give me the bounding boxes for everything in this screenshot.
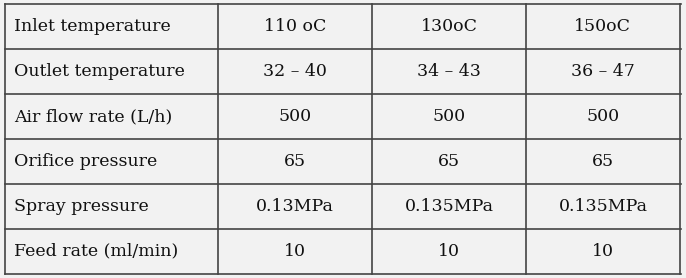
Bar	[526, 229, 680, 274]
Text: Feed rate (ml/min): Feed rate (ml/min)	[14, 243, 178, 260]
Bar	[372, 4, 526, 49]
Bar	[526, 184, 680, 229]
Bar	[5, 229, 218, 274]
Text: 36 – 47: 36 – 47	[571, 63, 635, 80]
Text: Spray pressure: Spray pressure	[14, 198, 148, 215]
Text: 500: 500	[279, 108, 311, 125]
Text: 0.13MPa: 0.13MPa	[256, 198, 334, 215]
Text: 10: 10	[592, 243, 614, 260]
Bar	[526, 139, 680, 184]
Text: 150oC: 150oC	[574, 18, 631, 35]
Text: 65: 65	[284, 153, 306, 170]
Text: Orifice pressure: Orifice pressure	[14, 153, 157, 170]
Bar	[372, 229, 526, 274]
Bar	[372, 184, 526, 229]
Text: 500: 500	[432, 108, 466, 125]
Text: 0.135MPa: 0.135MPa	[558, 198, 648, 215]
Bar	[372, 94, 526, 139]
Text: 130oC: 130oC	[421, 18, 477, 35]
Text: Outlet temperature: Outlet temperature	[14, 63, 185, 80]
Bar	[372, 49, 526, 94]
Bar	[5, 49, 218, 94]
Text: 65: 65	[592, 153, 614, 170]
Text: 0.135MPa: 0.135MPa	[405, 198, 493, 215]
Text: 110 oC: 110 oC	[264, 18, 327, 35]
Bar	[218, 184, 372, 229]
Bar	[218, 4, 372, 49]
Text: 10: 10	[438, 243, 460, 260]
Bar	[218, 49, 372, 94]
Bar	[218, 229, 372, 274]
Bar	[218, 94, 372, 139]
Text: 500: 500	[587, 108, 619, 125]
Bar	[526, 94, 680, 139]
Text: 65: 65	[438, 153, 460, 170]
Text: 10: 10	[284, 243, 306, 260]
Bar	[5, 184, 218, 229]
Bar	[218, 139, 372, 184]
Bar	[5, 139, 218, 184]
Text: 32 – 40: 32 – 40	[263, 63, 327, 80]
Bar	[526, 49, 680, 94]
Bar	[526, 4, 680, 49]
Bar	[372, 139, 526, 184]
Text: Air flow rate (L/h): Air flow rate (L/h)	[14, 108, 172, 125]
Bar	[5, 94, 218, 139]
Bar	[5, 4, 218, 49]
Text: 34 – 43: 34 – 43	[417, 63, 481, 80]
Text: Inlet temperature: Inlet temperature	[14, 18, 170, 35]
